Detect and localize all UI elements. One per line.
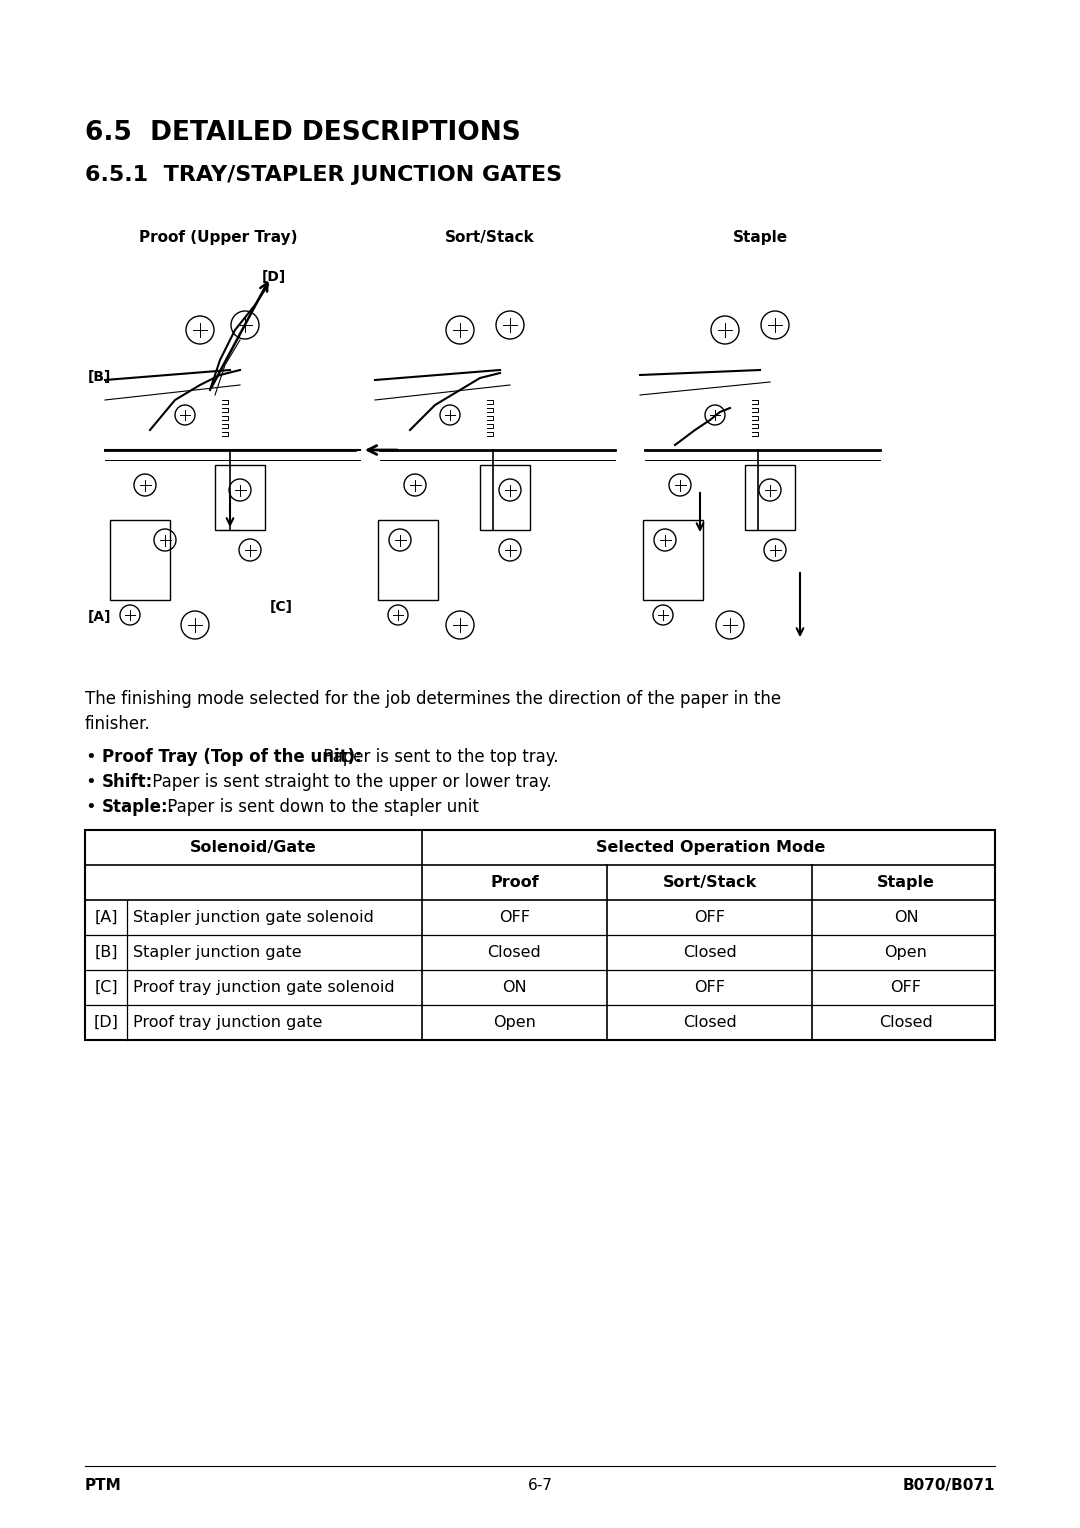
Text: Proof tray junction gate: Proof tray junction gate (133, 1015, 322, 1030)
Text: •: • (85, 749, 96, 766)
Text: Selected Operation Mode: Selected Operation Mode (596, 840, 826, 856)
Text: [A]: [A] (94, 911, 118, 924)
Text: [C]: [C] (270, 601, 293, 614)
Text: finisher.: finisher. (85, 715, 151, 733)
Text: Open: Open (494, 1015, 536, 1030)
Text: Solenoid/Gate: Solenoid/Gate (190, 840, 316, 856)
Text: 6-7: 6-7 (527, 1478, 553, 1493)
Text: [D]: [D] (262, 270, 286, 284)
Text: Sort/Stack: Sort/Stack (662, 876, 757, 889)
Bar (480, 465, 530, 530)
Text: Closed: Closed (488, 944, 541, 960)
Text: Closed: Closed (879, 1015, 933, 1030)
Text: Staple:.: Staple:. (102, 798, 175, 816)
Text: [C]: [C] (94, 979, 118, 995)
Text: OFF: OFF (694, 911, 725, 924)
Text: Proof tray junction gate solenoid: Proof tray junction gate solenoid (133, 979, 394, 995)
Text: Proof (Upper Tray): Proof (Upper Tray) (138, 231, 297, 244)
Text: OFF: OFF (499, 911, 530, 924)
Text: Shift:: Shift: (102, 773, 153, 792)
Text: OFF: OFF (694, 979, 725, 995)
Text: OFF: OFF (891, 979, 921, 995)
Text: Sort/Stack: Sort/Stack (445, 231, 535, 244)
Text: The finishing mode selected for the job determines the direction of the paper in: The finishing mode selected for the job … (85, 691, 781, 707)
Text: ON: ON (893, 911, 918, 924)
Text: Closed: Closed (683, 944, 737, 960)
Text: Staple: Staple (877, 876, 935, 889)
Text: Paper is sent straight to the upper or lower tray.: Paper is sent straight to the upper or l… (147, 773, 551, 792)
Text: B070/B071: B070/B071 (903, 1478, 995, 1493)
Text: [B]: [B] (94, 944, 118, 960)
Text: Proof Tray (Top of the unit):: Proof Tray (Top of the unit): (102, 749, 362, 766)
Text: Paper is sent to the top tray.: Paper is sent to the top tray. (318, 749, 558, 766)
Text: Closed: Closed (683, 1015, 737, 1030)
Text: Staple: Staple (732, 231, 787, 244)
Text: Proof: Proof (490, 876, 539, 889)
Bar (378, 520, 438, 601)
Text: Stapler junction gate: Stapler junction gate (133, 944, 301, 960)
Text: 6.5.1  TRAY/STAPLER JUNCTION GATES: 6.5.1 TRAY/STAPLER JUNCTION GATES (85, 165, 562, 185)
Text: 6.5  DETAILED DESCRIPTIONS: 6.5 DETAILED DESCRIPTIONS (85, 121, 521, 147)
Text: Stapler junction gate solenoid: Stapler junction gate solenoid (133, 911, 374, 924)
Text: [D]: [D] (94, 1015, 119, 1030)
Text: [B]: [B] (87, 370, 111, 384)
Text: PTM: PTM (85, 1478, 122, 1493)
Bar (110, 520, 170, 601)
Bar (745, 465, 795, 530)
Bar (215, 465, 265, 530)
Text: [A]: [A] (87, 610, 111, 623)
Text: Open: Open (885, 944, 928, 960)
Text: •: • (85, 798, 96, 816)
Text: ON: ON (502, 979, 527, 995)
Bar (85, 830, 995, 1041)
Text: •: • (85, 773, 96, 792)
Bar (643, 520, 703, 601)
Text: Paper is sent down to the stapler unit: Paper is sent down to the stapler unit (162, 798, 478, 816)
